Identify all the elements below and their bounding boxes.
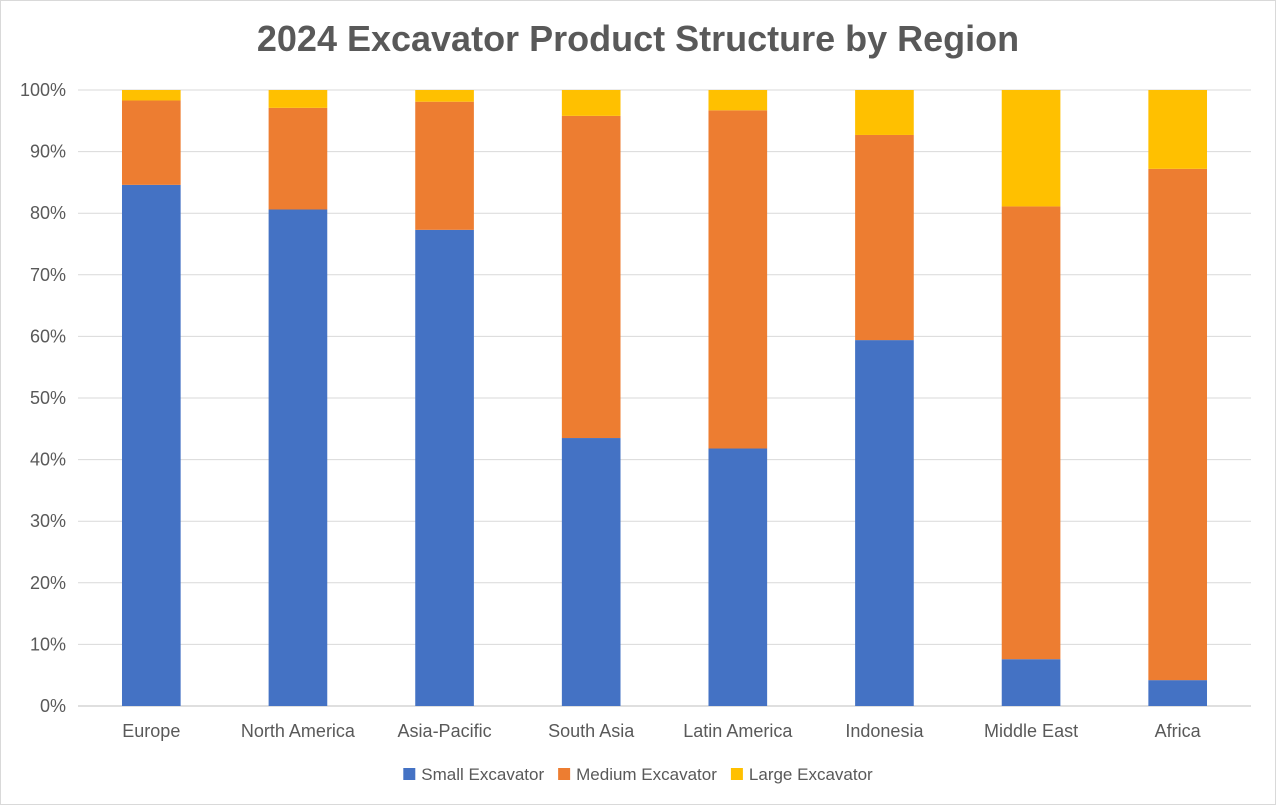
bar-medium-excavator-latin-america: [708, 110, 768, 449]
bar-large-excavator-europe: [121, 90, 181, 101]
legend-swatch: [558, 768, 571, 780]
legend-label: Medium Excavator: [576, 765, 717, 784]
legend-swatch: [403, 768, 416, 780]
bar-medium-excavator-indonesia: [855, 134, 914, 341]
x-tick-label: North America: [241, 721, 356, 741]
legend-swatch: [730, 768, 743, 780]
y-tick-label: 30%: [30, 511, 66, 531]
x-tick-label: Latin America: [683, 721, 793, 741]
legend: Small Excavator Medium Excavator Large Exc…: [403, 765, 873, 784]
y-tick-label: 80%: [30, 203, 66, 223]
bar-large-excavator-latin-america: [708, 90, 768, 111]
x-tick-label: Africa: [1155, 721, 1202, 741]
y-tick-label: 70%: [30, 265, 66, 285]
bar-small-excavator-north-america: [268, 209, 328, 706]
bar-medium-excavator-africa: [1148, 168, 1208, 681]
bar-medium-excavator-europe: [121, 100, 181, 185]
bar-small-excavator-south-asia: [561, 438, 621, 706]
bar-small-excavator-latin-america: [708, 448, 768, 706]
y-tick-label: 40%: [30, 450, 66, 470]
y-tick-label: 0%: [40, 696, 66, 716]
x-tick-label: Europe: [122, 721, 180, 741]
bar-medium-excavator-south-asia: [561, 115, 621, 439]
legend-label: Large Excavator: [749, 765, 873, 784]
bar-large-excavator-africa: [1148, 90, 1208, 169]
bar-large-excavator-north-america: [268, 90, 328, 108]
legend-label: Small Excavator: [421, 765, 544, 784]
x-tick-label: Indonesia: [845, 721, 924, 741]
x-axis-tick-labels: Europe North America Asia-Pacific South Asi…: [122, 721, 1201, 741]
y-tick-label: 10%: [30, 634, 66, 654]
bar-large-excavator-south-asia: [561, 90, 621, 116]
x-tick-label: Asia-Pacific: [398, 721, 492, 741]
y-tick-label: 60%: [30, 326, 66, 346]
bar-small-excavator-middle-east: [1001, 659, 1061, 706]
y-tick-label: 50%: [30, 388, 66, 408]
bar-large-excavator-indonesia: [855, 90, 914, 135]
bar-small-excavator-africa: [1148, 680, 1208, 706]
bar-small-excavator-asia-pacific: [415, 229, 474, 706]
y-tick-label: 90%: [30, 142, 66, 162]
y-tick-label: 100%: [20, 80, 66, 100]
bar-large-excavator-asia-pacific: [415, 90, 474, 102]
bar-large-excavator-middle-east: [1001, 90, 1061, 207]
y-tick-label: 20%: [30, 573, 66, 593]
gridlines: [78, 89, 1251, 707]
chart-title: 2024 Excavator Product Structure by Regi…: [256, 18, 1020, 59]
bar-small-excavator-indonesia: [855, 340, 914, 706]
bars: [121, 90, 1208, 706]
bar-small-excavator-europe: [121, 184, 181, 706]
x-tick-label: South Asia: [548, 721, 635, 741]
bar-medium-excavator-asia-pacific: [415, 101, 474, 230]
y-axis-tick-labels: 0% 10% 20% 30% 40% 50% 60% 70% 80% 90% 100%: [20, 80, 66, 716]
bar-medium-excavator-middle-east: [1001, 206, 1061, 660]
x-tick-label: Middle East: [984, 721, 1078, 741]
bar-medium-excavator-north-america: [268, 107, 328, 210]
